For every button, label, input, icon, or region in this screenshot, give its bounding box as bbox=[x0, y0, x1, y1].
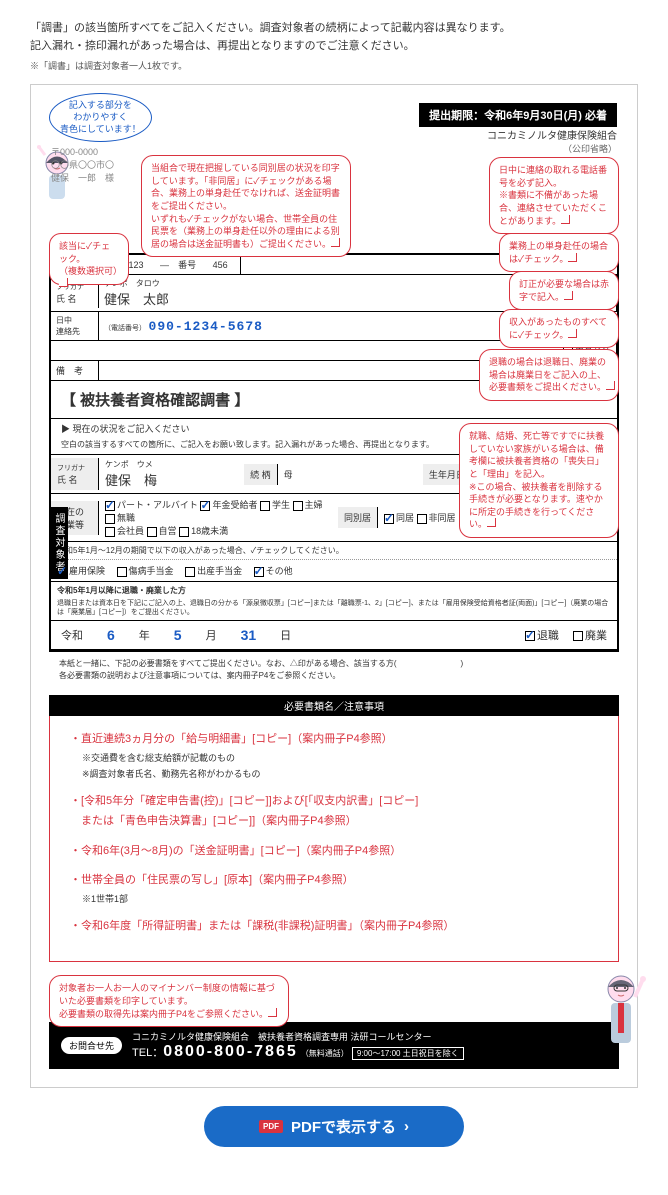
occ-check-7[interactable] bbox=[179, 527, 189, 537]
callout-5: 訂正が必要な場合は赤字で記入。 bbox=[509, 271, 619, 310]
intro-note: ※「調書」は調査対象者一人1枚です。 bbox=[30, 59, 638, 72]
occ-check-4[interactable] bbox=[105, 514, 115, 524]
recipient-address: 〒000-0000 〇〇県〇〇市〇 健保 一郎 様 bbox=[51, 145, 114, 184]
doc-item: ・令和6年度「所得証明書」または「課税(非課税)証明書」（案内冊子P4参照） bbox=[70, 917, 598, 937]
income-check-0[interactable] bbox=[57, 567, 67, 577]
phone-label: 日中 連絡先 bbox=[51, 312, 99, 340]
page: 「調書」の該当箇所すべてをご記入ください。調査対象者の続柄によって記載内容は異な… bbox=[0, 0, 668, 1195]
callout-1: 該当に✓チェック。 （複数選択可） bbox=[49, 233, 129, 285]
retire-check[interactable] bbox=[525, 631, 535, 641]
occ-check-1[interactable] bbox=[200, 501, 210, 511]
retire-block: 令和5年1月以降に退職・廃業した方 退職日または資本日を下記にご記入の上、退職日… bbox=[51, 582, 617, 621]
callout-4: 業務上の単身赴任の場合は✓チェック。 bbox=[499, 233, 619, 272]
income-check-1[interactable] bbox=[117, 567, 127, 577]
doc-item: ・令和6年(3月〜8月)の「送金証明書」[コピー]（案内冊子P4参照） bbox=[70, 842, 598, 862]
doc-item: ・世帯全員の「住民票の写し」[原本]（案内冊子P4参照）※1世帯1部 bbox=[70, 871, 598, 907]
footer-org: コニカミノルタ健康保険組合 被扶養者資格調査専用 法研コールセンター bbox=[132, 1030, 607, 1043]
doclist-header: 必要書類名／注意事項 bbox=[49, 695, 619, 716]
occ-check-3[interactable] bbox=[293, 501, 303, 511]
income-check-3[interactable] bbox=[254, 567, 264, 577]
callout-8: 就職、結婚、死亡等ですでに扶養していない家族がいる場合は、備考欄に被扶養者資格の… bbox=[459, 423, 619, 538]
occ-check-2[interactable] bbox=[260, 501, 270, 511]
below-note: 本紙と一緒に、下記の必要書類をすべてご提出ください。なお、△印がある場合、該当す… bbox=[49, 652, 619, 686]
issuer-org: コニカミノルタ健康保険組合 （公印省略） bbox=[487, 127, 617, 155]
callout-2: 当組合で現在把握している同別居の状況を印字しています。「非同居」に✓チェックがあ… bbox=[141, 155, 351, 257]
pdf-view-button[interactable]: PDF PDFで表示する › bbox=[204, 1106, 464, 1147]
income-check-2[interactable] bbox=[185, 567, 195, 577]
living-check-1[interactable] bbox=[417, 514, 427, 524]
income-checks: 雇用保険 傷病手当金 出産手当金 その他 bbox=[51, 560, 617, 581]
document-frame: 記入する部分を わかりやすく 青色にしています！ 提出期限：令和6年9月30日(… bbox=[30, 84, 638, 1088]
occ-check-6[interactable] bbox=[147, 527, 157, 537]
occ-check-0[interactable] bbox=[105, 501, 115, 511]
helper-speech: 記入する部分を わかりやすく 青色にしています！ bbox=[49, 93, 152, 142]
callout-7: 退職の場合は退職日、廃業の場合は廃業日をご記入の上、必要書類をご提出ください。 bbox=[479, 349, 619, 401]
occ-check-5[interactable] bbox=[105, 527, 115, 537]
living-check-0[interactable] bbox=[384, 514, 394, 524]
footer-tel: 0800-800-7865 bbox=[163, 1043, 298, 1060]
biko-label: 備 考 bbox=[51, 361, 99, 380]
zip: 〒000-0000 bbox=[51, 147, 98, 157]
required-docs-list: ・直近連続3ヵ月分の「給与明細書」[コピー]（案内冊子P4参照）※交通費を含む総… bbox=[49, 716, 619, 962]
pdf-icon: PDF bbox=[259, 1120, 283, 1133]
mascot-man-icon bbox=[591, 967, 651, 1057]
occupation-checks: パート・アルバイト 年金受給者 学生 主婦 無職 会社員 自営 18歳未満 bbox=[99, 494, 338, 541]
callout-9: 対象者お一人お一人のマイナンバー制度の情報に基づいた必要書類を印字しています。 … bbox=[49, 975, 289, 1027]
org-name: コニカミノルタ健康保険組合 bbox=[487, 131, 617, 142]
callout-6: 収入があったものすべてに✓チェック。 bbox=[499, 309, 619, 348]
deadline-banner: 提出期限：令和6年9月30日(月) 必着 bbox=[419, 103, 617, 127]
footer-contact: お問合せ先 コニカミノルタ健康保険組合 被扶養者資格調査専用 法研コールセンター… bbox=[49, 1022, 619, 1069]
doc-item: ・[令和5年分「確定申告書(控)」[コピー]]および[「収支内訳書」[コピー] … bbox=[70, 792, 598, 832]
intro-text: 「調書」の該当箇所すべてをご記入ください。調査対象者の続柄によって記載内容は異な… bbox=[30, 20, 638, 55]
org-sub: （公印省略） bbox=[563, 144, 617, 154]
callout-3: 日中に連絡の取れる電話番号を必ず記入。 ※書類に不備があった場合、連絡させていた… bbox=[489, 157, 619, 234]
addr-line: 〇〇県〇〇市〇 健保 一郎 様 bbox=[51, 160, 114, 183]
retire-date-row: 令和 6年 5月 31日 退職 廃業 bbox=[51, 621, 617, 650]
footer-badge: お問合せ先 bbox=[61, 1037, 122, 1054]
income-block: 令和5年1月〜12月の期間で以下の収入があった場合、✓チェックしてください。 雇… bbox=[51, 542, 617, 582]
haigyo-check[interactable] bbox=[573, 631, 583, 641]
chevron-right-icon: › bbox=[404, 1118, 409, 1135]
doc-item: ・直近連続3ヵ月分の「給与明細書」[コピー]（案内冊子P4参照）※交通費を含む総… bbox=[70, 730, 598, 782]
pdf-btn-label: PDFで表示する bbox=[291, 1116, 396, 1137]
